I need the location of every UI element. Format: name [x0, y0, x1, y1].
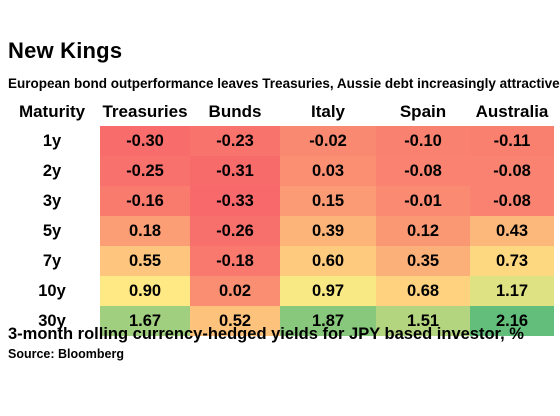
column-header-row: Maturity Treasuries Bunds Italy Spain Au… [4, 98, 554, 126]
heatmap-cell-5y-italy: 0.39 [280, 216, 376, 246]
heatmap-body: 1y -0.30 -0.23 -0.02 -0.10 -0.11 2y -0.25 -0.31 0… [4, 126, 554, 336]
row-label-7y: 7y [4, 246, 100, 276]
heatmap-cell-3y-spain: -0.01 [376, 186, 470, 216]
row-label-3y: 3y [4, 186, 100, 216]
heatmap-cell-10y-spain: 0.68 [376, 276, 470, 306]
heatmap-cell-1y-bunds: -0.23 [190, 126, 280, 156]
heatmap-cell-3y-italy: 0.15 [280, 186, 376, 216]
row-label-2y: 2y [4, 156, 100, 186]
heatmap-cell-2y-treasuries: -0.25 [100, 156, 190, 186]
heatmap-cell-30y-bunds: 0.52 [190, 306, 280, 336]
chart-title: New Kings [8, 38, 123, 63]
column-header-australia: Australia [475, 102, 549, 121]
heatmap-cell-2y-australia: -0.08 [470, 156, 554, 186]
heatmap-cell-7y-bunds: -0.18 [190, 246, 280, 276]
heatmap-cell-10y-italy: 0.97 [280, 276, 376, 306]
table-row: 7y 0.55 -0.18 0.60 0.35 0.73 [4, 246, 554, 276]
row-label-10y: 10y [4, 276, 100, 306]
column-header-spain: Spain [399, 102, 447, 121]
column-header-italy: Italy [310, 102, 346, 121]
table-row: 1y -0.30 -0.23 -0.02 -0.10 -0.11 [4, 126, 554, 156]
row-label-1y: 1y [4, 126, 100, 156]
heatmap-cell-30y-australia: 2.16 [470, 306, 554, 336]
column-header-bunds: Bunds [208, 102, 262, 121]
heatmap-cell-1y-italy: -0.02 [280, 126, 376, 156]
heatmap-cell-3y-bunds: -0.33 [190, 186, 280, 216]
heatmap-cell-30y-italy: 1.87 [280, 306, 376, 336]
maturity-header: Maturity [18, 102, 86, 121]
heatmap-cell-1y-australia: -0.11 [470, 126, 554, 156]
row-label-30y: 30y [4, 306, 100, 336]
heatmap-cell-30y-spain: 1.51 [376, 306, 470, 336]
table-row: 10y 0.90 0.02 0.97 0.68 1.17 [4, 276, 554, 306]
heatmap-cell-2y-bunds: -0.31 [190, 156, 280, 186]
heatmap-cell-1y-spain: -0.10 [376, 126, 470, 156]
heatmap-cell-7y-australia: 0.73 [470, 246, 554, 276]
heatmap-cell-1y-treasuries: -0.30 [100, 126, 190, 156]
table-row: 2y -0.25 -0.31 0.03 -0.08 -0.08 [4, 156, 554, 186]
table-row: 3y -0.16 -0.33 0.15 -0.01 -0.08 [4, 186, 554, 216]
heatmap-cell-5y-australia: 0.43 [470, 216, 554, 246]
heatmap-cell-10y-bunds: 0.02 [190, 276, 280, 306]
heatmap-cell-5y-treasuries: 0.18 [100, 216, 190, 246]
heatmap-cell-3y-australia: -0.08 [470, 186, 554, 216]
heatmap-cell-2y-spain: -0.08 [376, 156, 470, 186]
source-note: Source: Bloomberg [8, 347, 124, 361]
heatmap-cell-10y-australia: 1.17 [470, 276, 554, 306]
heatmap-cell-7y-italy: 0.60 [280, 246, 376, 276]
table-row: 30y 1.67 0.52 1.87 1.51 2.16 [4, 306, 554, 336]
table-row: 5y 0.18 -0.26 0.39 0.12 0.43 [4, 216, 554, 246]
footnote: 3-month rolling currency-hedged yields f… [8, 325, 524, 343]
row-label-5y: 5y [4, 216, 100, 246]
column-header-treasuries: Treasuries [102, 102, 188, 121]
heatmap-cell-5y-spain: 0.12 [376, 216, 470, 246]
heatmap-cell-2y-italy: 0.03 [280, 156, 376, 186]
heatmap-cell-30y-treasuries: 1.67 [100, 306, 190, 336]
heatmap-cell-5y-bunds: -0.26 [190, 216, 280, 246]
heatmap-table: Maturity Treasuries Bunds Italy Spain Au… [4, 98, 554, 336]
heatmap-cell-7y-treasuries: 0.55 [100, 246, 190, 276]
heatmap-cell-10y-treasuries: 0.90 [100, 276, 190, 306]
heatmap-cell-7y-spain: 0.35 [376, 246, 470, 276]
heatmap-cell-3y-treasuries: -0.16 [100, 186, 190, 216]
chart-subtitle: European bond outperformance leaves Trea… [8, 76, 560, 91]
